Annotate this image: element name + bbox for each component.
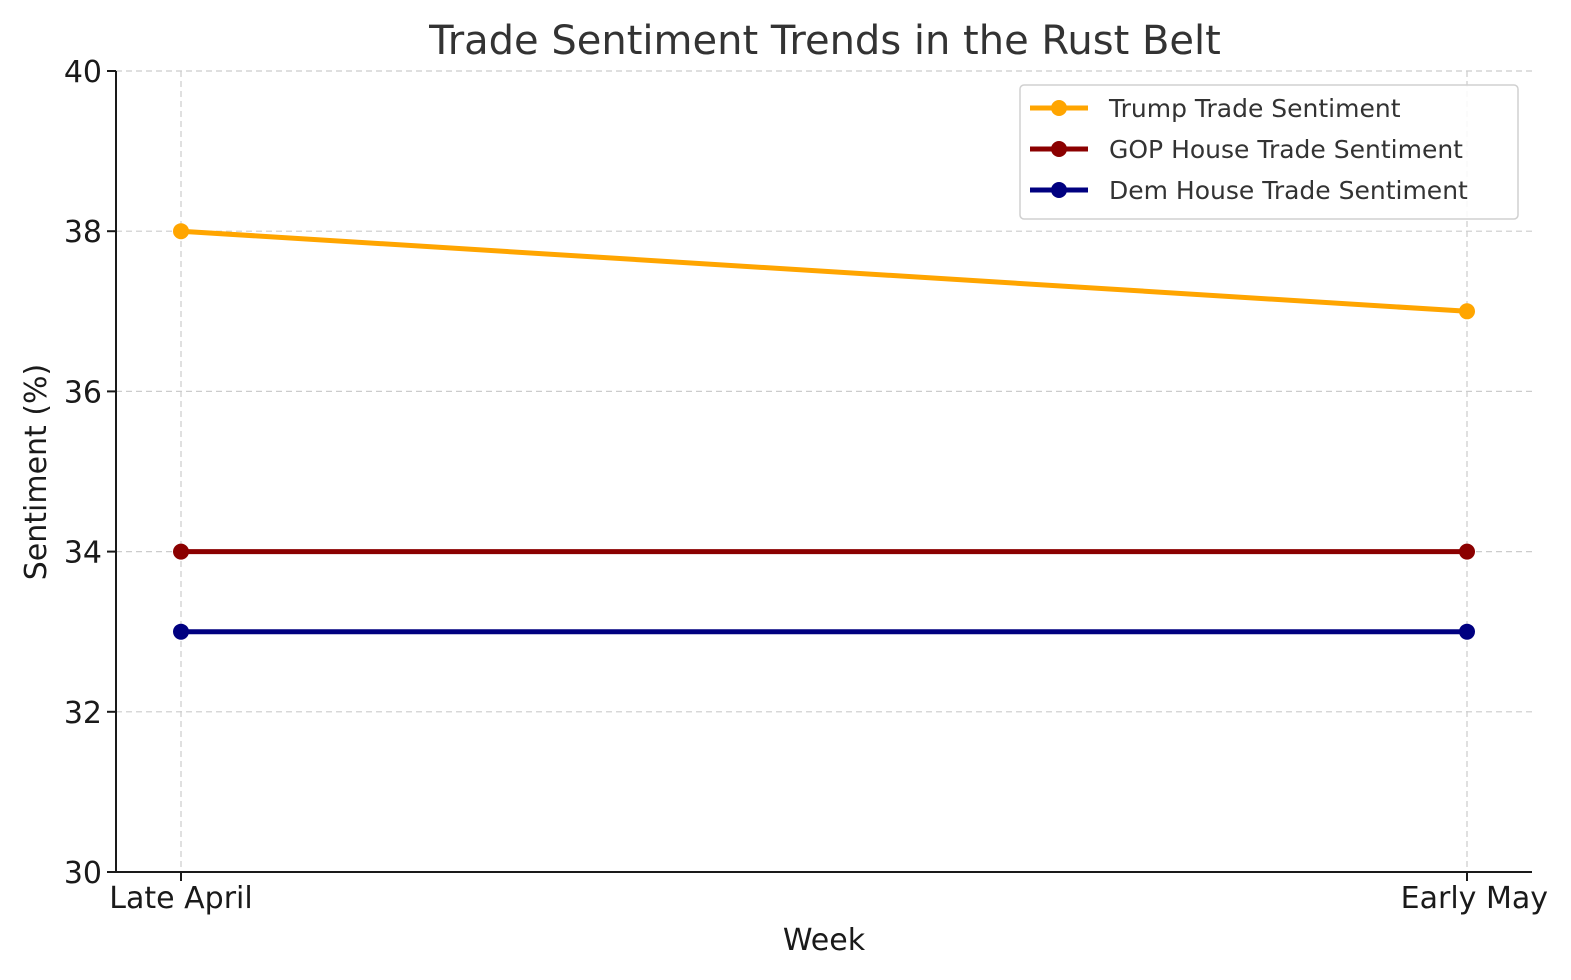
legend-swatch-marker: [1051, 100, 1067, 116]
tick-layer: 30 32 34 36 38 40 Late April Early May: [64, 55, 1548, 916]
data-point: [173, 223, 189, 240]
data-point: [173, 543, 189, 560]
x-tick-label: Late April: [109, 881, 252, 916]
series-layer: [173, 223, 1475, 640]
legend-label: GOP House Trade Sentiment: [1109, 135, 1463, 164]
y-tick-label: 36: [64, 375, 102, 410]
x-axis-label: Week: [783, 923, 866, 958]
y-tick-label: 40: [64, 55, 102, 90]
axes: [115, 71, 1532, 873]
y-axis-label: Sentiment (%): [19, 364, 54, 581]
chart-title: Trade Sentiment Trends in the Rust Belt: [428, 18, 1221, 64]
y-tick-label: 30: [64, 856, 102, 891]
legend: Trump Trade Sentiment GOP House Trade Sen…: [1019, 84, 1519, 220]
data-point: [1459, 623, 1475, 640]
legend-box: [1019, 84, 1519, 220]
x-tick-label: Early May: [1401, 881, 1548, 916]
series-line: [178, 228, 1470, 314]
legend-swatch-marker: [1051, 141, 1067, 157]
legend-label: Dem House Trade Sentiment: [1109, 176, 1468, 205]
y-tick-label: 34: [64, 536, 102, 571]
y-tick-label: 38: [64, 215, 102, 250]
legend-label: Trump Trade Sentiment: [1108, 94, 1401, 123]
data-point: [1459, 303, 1475, 320]
data-point: [1459, 543, 1475, 560]
legend-swatch-marker: [1051, 182, 1067, 198]
data-point: [173, 623, 189, 640]
y-tick-label: 32: [64, 696, 102, 731]
